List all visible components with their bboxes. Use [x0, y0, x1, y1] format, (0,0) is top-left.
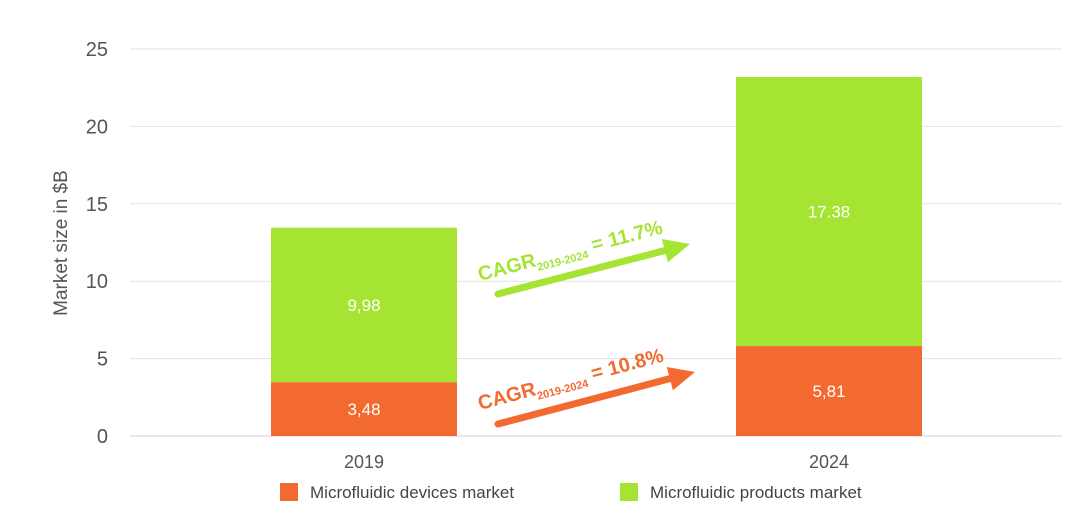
cagr-arrow [494, 375, 674, 428]
y-axis-label: Market size in $B [51, 170, 72, 316]
y-tick-label: 5 [97, 349, 108, 371]
bar-segment [271, 382, 457, 436]
y-tick-label: 25 [86, 39, 108, 61]
data-label: 3,48 [347, 400, 380, 419]
cagr-arrowhead [666, 367, 695, 391]
data-label: 5,81 [812, 382, 845, 401]
bar-segment [736, 346, 922, 436]
legend: Microfluidic devices market Microfluidic … [280, 483, 862, 502]
x-axis-ticks: 2019 2024 [344, 452, 849, 472]
bar-segment [271, 227, 457, 383]
x-tick-label: 2024 [809, 452, 849, 472]
data-label: 9,98 [347, 296, 380, 315]
legend-swatch [620, 483, 638, 501]
bars: 3,48 9,98 5,81 17.38 [271, 77, 922, 436]
y-tick-label: 0 [97, 426, 108, 448]
y-axis-ticks: 0 5 10 15 20 25 [86, 39, 108, 448]
legend-label: Microfluidic products market [650, 483, 862, 502]
y-tick-label: 10 [86, 271, 108, 293]
data-label: 17.38 [808, 203, 851, 222]
legend-label: Microfluidic devices market [310, 483, 514, 502]
x-tick-label: 2019 [344, 452, 384, 472]
y-tick-label: 20 [86, 116, 108, 138]
cagr-arrow [494, 247, 669, 298]
legend-swatch [280, 483, 298, 501]
cagr-arrowhead [661, 238, 690, 263]
cagr-annotations: CAGR2019-2024 = 11.7%CAGR2019-2024 = 10.… [476, 217, 695, 428]
y-tick-label: 15 [86, 194, 108, 216]
bar-segment [736, 77, 922, 347]
